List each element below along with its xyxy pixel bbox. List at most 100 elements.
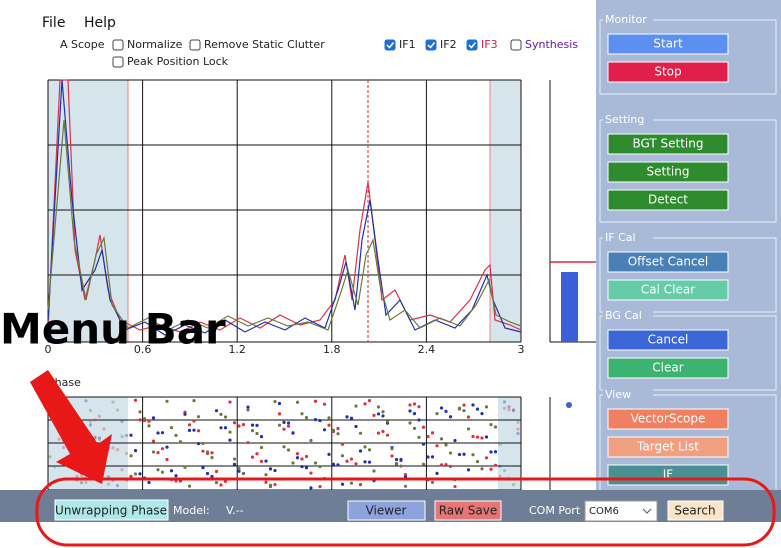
phase-dot	[327, 452, 331, 457]
phase-dot	[309, 486, 313, 490]
panel-button[interactable]	[607, 161, 729, 183]
phase-dot	[340, 442, 345, 446]
phase-dot	[115, 408, 120, 412]
group-box	[599, 237, 777, 313]
raw-save-button[interactable]	[434, 500, 502, 521]
unwrap-button[interactable]	[54, 499, 169, 521]
x-tick-label: 0.6	[134, 343, 152, 356]
phase-dot	[421, 462, 426, 466]
panel-button[interactable]	[607, 408, 729, 430]
phase-dot	[322, 402, 327, 406]
phase-dot	[223, 426, 228, 430]
phase-dot	[259, 445, 264, 450]
phase-dot	[493, 425, 498, 429]
phase-dot	[268, 467, 273, 471]
phase-dot	[129, 433, 133, 437]
phase-dot	[498, 442, 502, 446]
panel-button[interactable]	[607, 33, 729, 55]
panel-button[interactable]	[607, 279, 729, 301]
scope-plot: 0 0.6 1.2 1.8 2.4 3	[45, 79, 525, 356]
shade-right	[490, 80, 521, 342]
phase-dot	[498, 474, 502, 478]
phase-dot	[250, 429, 255, 433]
phase-dot	[381, 410, 385, 414]
phase-dot	[511, 408, 516, 412]
panel-button[interactable]	[607, 61, 729, 83]
phase-dot	[133, 449, 138, 453]
phase-dot	[277, 412, 282, 416]
phase-dot	[97, 414, 102, 418]
phase-dot	[169, 426, 174, 430]
panel-button[interactable]	[607, 251, 729, 273]
phase-dot	[160, 431, 165, 435]
phase-dot	[115, 484, 120, 488]
com-value: COM6	[589, 506, 619, 517]
phase-dot	[439, 463, 444, 467]
phase-dot	[138, 472, 142, 476]
phase-dot	[282, 427, 286, 431]
phase-dot	[120, 468, 124, 472]
phase-dot	[111, 400, 115, 404]
checkbox[interactable]	[425, 39, 437, 51]
checkbox-label: IF3	[481, 38, 498, 51]
menu-help[interactable]: Help	[84, 15, 116, 31]
phase-dot	[75, 474, 79, 478]
phase-dot	[439, 437, 444, 441]
group-box	[599, 119, 777, 223]
phase-dot	[115, 448, 120, 452]
phase-dot	[232, 421, 237, 425]
panel-button-label: Offset Cancel	[628, 255, 709, 269]
panel-button-label: BGT Setting	[632, 137, 703, 151]
panel-button[interactable]	[607, 133, 729, 155]
unwrap-label: Unwrapping Phase	[55, 504, 167, 518]
checkbox[interactable]	[466, 39, 478, 51]
checkbox[interactable]	[112, 56, 124, 68]
phase-dot	[349, 457, 354, 461]
phase-dot	[502, 468, 507, 473]
phase-dot	[516, 420, 520, 424]
phase-dot	[475, 407, 480, 411]
phase-dot	[187, 428, 192, 433]
phase-dot	[313, 399, 318, 403]
checkbox[interactable]	[510, 39, 522, 51]
phase-dot	[340, 482, 345, 486]
phase-dot	[183, 465, 187, 469]
phase-dot	[516, 431, 520, 436]
checkbox-label: Normalize	[127, 38, 183, 51]
phase-dot	[88, 419, 93, 423]
phase-dot	[349, 481, 354, 485]
checkbox[interactable]	[189, 39, 201, 51]
checkbox[interactable]	[384, 39, 396, 51]
phase-dot	[156, 468, 160, 472]
phase-dot	[498, 464, 502, 468]
phase-dot	[79, 481, 84, 485]
phase-dot	[502, 400, 507, 404]
phase-dot	[300, 464, 304, 469]
panel-button[interactable]	[607, 436, 729, 458]
panel-button[interactable]	[607, 189, 729, 211]
phase-dot	[187, 423, 192, 427]
checkbox[interactable]	[112, 39, 124, 51]
phase-dot	[282, 445, 286, 449]
phase-dot	[138, 418, 142, 422]
phase-dot	[147, 424, 151, 428]
panel-button[interactable]	[607, 329, 729, 351]
phase-dot	[232, 457, 237, 461]
phase-dot	[295, 452, 300, 456]
panel-button[interactable]	[607, 357, 729, 379]
phase-dot	[313, 461, 318, 465]
phase-dot	[367, 448, 372, 452]
search-button[interactable]	[667, 500, 724, 521]
com-select[interactable]	[584, 500, 658, 522]
panel-button-label: Start	[653, 37, 683, 51]
waveform-if2	[47, 79, 522, 336]
viewer-button[interactable]	[347, 500, 426, 521]
phase-dot	[259, 459, 264, 464]
phase-dot	[187, 484, 192, 488]
phase-dot	[174, 433, 178, 437]
phase-dot	[390, 447, 394, 451]
menu-file[interactable]: File	[42, 15, 65, 31]
phase-dot	[471, 453, 475, 457]
phase-dot	[120, 434, 124, 439]
phase-dot	[480, 412, 484, 416]
